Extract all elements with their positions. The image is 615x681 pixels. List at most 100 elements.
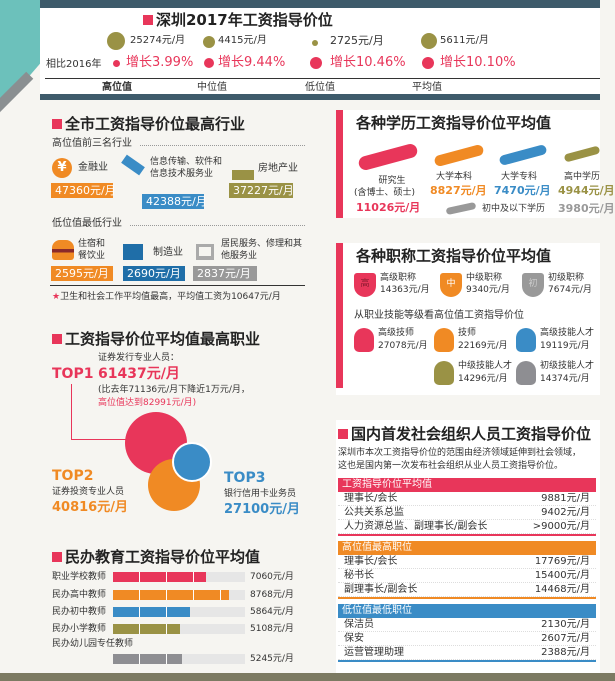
- skill-name: 高级技师: [378, 328, 415, 338]
- degree-sub: (含博士、硕士): [354, 188, 416, 198]
- social-desc: 深圳市本次工资指导价位的范围由经济领域延伸到社会领域，: [338, 448, 582, 458]
- growth: 增长3.99%: [126, 55, 194, 70]
- divider: [130, 225, 305, 226]
- bar-value-label: 5108元/月: [250, 624, 294, 634]
- bar: [113, 654, 183, 664]
- growth-dot: [310, 57, 322, 69]
- value: 4415元/月: [218, 35, 267, 46]
- degree-value: 4944元/月: [558, 184, 615, 197]
- skill-value: 22169元/月: [458, 341, 508, 351]
- bar-category: 职业学校教师: [52, 572, 107, 582]
- burger-icon: [52, 240, 74, 260]
- table-row: 保安 2607元/月: [338, 632, 596, 646]
- bar-value-label: 8768元/月: [250, 590, 294, 600]
- degree-name: 研究生: [378, 176, 406, 186]
- skill-name: 高级技能人才: [540, 328, 595, 338]
- skill-title: 从职业技能等级看高位值工资指导价位: [354, 310, 524, 321]
- top3-rank: TOP3: [224, 470, 266, 486]
- summary-panel: 深圳2017年工资指导价位 相比2016年 25274元/月 增长3.99% 高…: [40, 0, 600, 100]
- connector-line: [71, 384, 131, 440]
- value: 25274元/月: [130, 35, 186, 46]
- bar: [113, 607, 191, 617]
- shield-icon: 中: [440, 273, 462, 297]
- compare-label: 相比2016年: [46, 59, 102, 70]
- degree-name: 大学专科: [501, 172, 538, 182]
- growth: 增长9.44%: [218, 55, 286, 70]
- note-text: 卫生和社会工作平均值最高，平均值工资为10647元/月: [60, 292, 281, 302]
- top2-name: 证券投资专业人员: [52, 487, 125, 497]
- skill-name: 中级技能人才: [458, 361, 513, 371]
- bar-track: [113, 624, 245, 634]
- table-row: 保洁员 2130元/月: [338, 618, 596, 632]
- degree-title: 各种学历工资指导价位平均值: [356, 114, 552, 132]
- industry-value: 2837元/月: [193, 266, 257, 281]
- top3-name: 银行信用卡业务员: [224, 489, 297, 499]
- diploma-icon: [563, 145, 601, 163]
- value-dot: [421, 33, 437, 49]
- bar-category: 民办高中教师: [52, 590, 107, 600]
- position-name: 保洁员: [344, 619, 374, 630]
- skill-value: 14296元/月: [458, 374, 508, 384]
- top1-value: 61437元/月: [98, 366, 180, 382]
- occupation-title: 工资指导价位平均值最高职业: [52, 330, 260, 348]
- degree-panel: 各种学历工资指导价位平均值 研究生 (含博士、硕士) 11026元/月 大学本科…: [336, 110, 615, 218]
- axis-label: 低位值: [305, 82, 335, 93]
- bar: [113, 590, 229, 600]
- high-label: 高位值前三名行业: [52, 138, 132, 149]
- position-name: 副理事长/副会长: [344, 584, 418, 595]
- position-name: 运营管理助理: [344, 647, 404, 658]
- table-header: 低位值最低职位: [338, 604, 596, 618]
- bar: [113, 572, 207, 582]
- shield-icon: 初: [522, 273, 544, 297]
- divider: [50, 285, 305, 286]
- table-row: 副理事长/副会长 14468元/月: [338, 583, 596, 597]
- value-dot: [203, 36, 215, 48]
- star-icon: ★: [52, 292, 61, 302]
- position-value: 2388元/月: [541, 647, 590, 658]
- industry-value: 37227元/月: [229, 183, 294, 198]
- bar-category: 民办小学教师: [52, 624, 107, 634]
- position-value: 2607元/月: [541, 633, 590, 644]
- education-title: 民办教育工资指导价位平均值: [52, 548, 260, 566]
- divider: [140, 145, 305, 146]
- position-name: 人力资源总监、副理事长/副会长: [344, 521, 488, 532]
- accent-bar: [336, 110, 343, 218]
- bar-track: [113, 590, 245, 600]
- industry-title: 全市工资指导价位最高行业: [52, 115, 245, 133]
- industry-value: 47360元/月: [51, 183, 116, 198]
- bar-value-label: 7060元/月: [250, 572, 294, 582]
- top1-rank: TOP1: [52, 366, 94, 382]
- position-name: 理事长/会长: [344, 493, 398, 504]
- industry-name: 金融业: [78, 162, 108, 173]
- industry-name: 住宿和餐饮业: [78, 239, 106, 261]
- position-value: 14468元/月: [534, 584, 590, 595]
- accent-bar: [336, 243, 343, 388]
- rank-name: 高级职称: [380, 273, 417, 283]
- table-row: 理事长/会长 17769元/月: [338, 555, 596, 569]
- rank-value: 9340元/月: [466, 285, 510, 295]
- title-text: 全市工资指导价位最高行业: [65, 115, 246, 133]
- degree-value: 11026元/月: [356, 201, 421, 214]
- degree-value: 7470元/月: [494, 184, 551, 197]
- table-row: 秘书长 15400元/月: [338, 569, 596, 583]
- bar-value-label: 5864元/月: [250, 607, 294, 617]
- top2-rank: TOP2: [52, 468, 94, 484]
- degree-value: 8827元/月: [430, 184, 487, 197]
- diploma-icon: [433, 143, 485, 168]
- table-header: 高位值最高职位: [338, 541, 596, 555]
- industry-value: 2595元/月: [51, 266, 113, 281]
- position-name: 公共关系总监: [344, 507, 404, 518]
- position-value: 17769元/月: [534, 556, 590, 567]
- low-label: 低位值最低行业: [52, 218, 122, 229]
- satellite-icon: [121, 154, 145, 176]
- table-row: 运营管理助理 2388元/月: [338, 646, 596, 660]
- growth-dot: [204, 58, 214, 68]
- growth: 增长10.46%: [330, 55, 406, 70]
- value-dot: [312, 40, 318, 46]
- industry-name: 房地产业: [258, 163, 298, 174]
- degree-name: 大学本科: [436, 172, 473, 182]
- diploma-icon: [445, 201, 477, 216]
- top1-name: 证券发行专业人员：: [98, 353, 180, 363]
- title-text: 国内首发社会组织人员工资指导价位: [351, 425, 592, 443]
- person-icon: [434, 328, 454, 352]
